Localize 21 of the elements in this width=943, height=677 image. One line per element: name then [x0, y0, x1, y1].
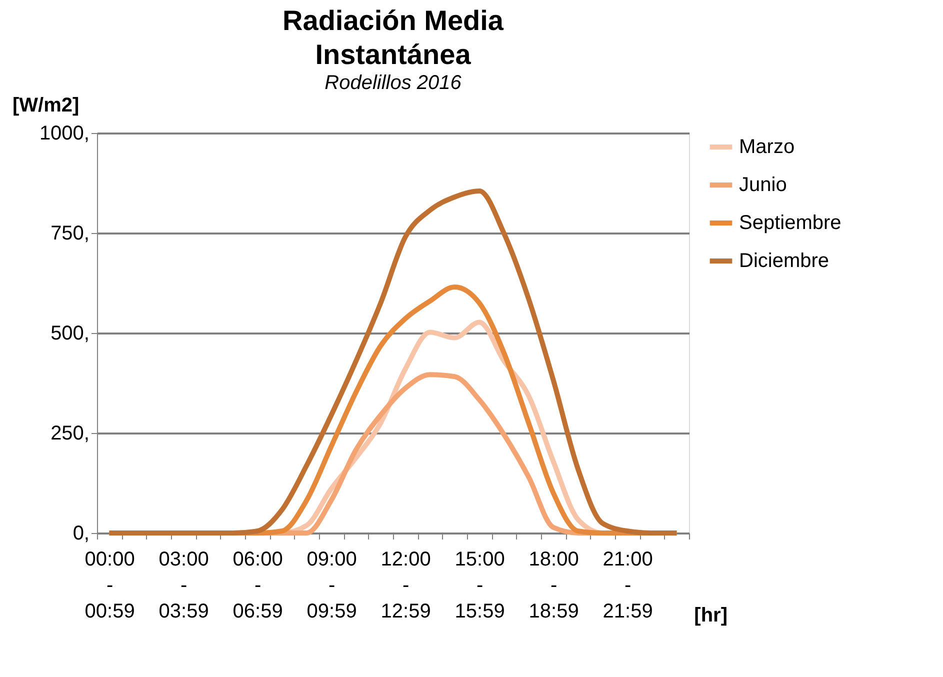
x-tick-label: 18:00 - 18:59: [528, 548, 579, 622]
y-tick-label: 500,: [50, 322, 90, 344]
x-tick-label: 12:00 - 12:59: [380, 548, 431, 622]
x-tick-label: 03:00 - 03:59: [158, 548, 209, 622]
x-tick-label: 21:00 - 21:59: [602, 548, 653, 622]
chart-title: Radiación Media Instantánea: [282, 5, 504, 70]
y-tick-label: 1000,: [39, 122, 90, 144]
legend-label: Marzo: [739, 136, 795, 158]
x-tick-label: 15:00 - 15:59: [454, 548, 505, 622]
y-tick-label: 250,: [50, 422, 90, 444]
legend-label: Septiembre: [739, 212, 842, 234]
legend-label: Junio: [739, 174, 787, 196]
x-tick-label: 06:00 - 06:59: [232, 548, 283, 622]
y-tick-label: 750,: [50, 222, 90, 244]
legend-label: Diciembre: [739, 250, 830, 272]
x-tick-label: 00:00 - 00:59: [84, 548, 135, 622]
x-tick-label: 09:00 - 09:59: [306, 548, 357, 622]
y-tick-label: 0,: [72, 522, 90, 544]
chart-subtitle: Rodelillos 2016: [324, 72, 462, 94]
y-axis-title: [W/m2]: [12, 94, 80, 116]
x-axis-title: [hr]: [694, 604, 728, 626]
